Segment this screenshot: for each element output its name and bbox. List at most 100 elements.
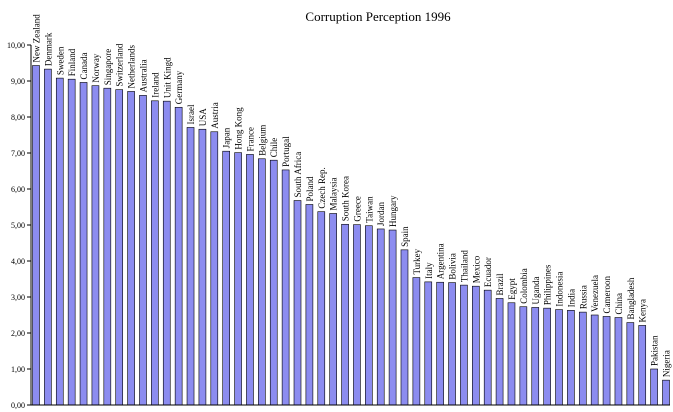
category-label: Pakistan <box>650 335 660 366</box>
y-tick-label: 0,00 <box>11 401 25 410</box>
category-label: Hong Kong <box>234 107 244 150</box>
category-label: Colombia <box>519 268 529 304</box>
category-label: Russia <box>578 285 588 309</box>
bar <box>210 131 219 406</box>
category-label: India <box>566 289 576 308</box>
category-label: Mexico <box>471 255 481 283</box>
bar <box>483 289 492 406</box>
bar <box>448 282 456 406</box>
bar <box>365 225 373 406</box>
category-label: New Zealand <box>32 14 42 63</box>
category-label: Norway <box>91 53 101 82</box>
bar <box>614 317 623 406</box>
category-label: Kenya <box>638 299 648 323</box>
bar <box>590 314 599 406</box>
bar <box>246 154 254 406</box>
y-axis: 0,00 1,00 2,00 3,00 4,00 5,00 6,00 7,00 8,00 9,00… <box>7 41 32 410</box>
bar <box>293 200 302 406</box>
bar <box>151 100 159 406</box>
category-label: Taiwan <box>364 196 374 223</box>
bar <box>103 87 112 406</box>
bar <box>186 127 195 406</box>
bar <box>353 224 361 406</box>
category-label: Ireland <box>150 72 160 98</box>
bar <box>412 277 421 406</box>
category-label: Italy <box>424 262 434 279</box>
y-tick-label: 1,00 <box>11 365 25 374</box>
y-tick-label: 4,00 <box>11 257 25 266</box>
category-label: Sweden <box>55 46 65 75</box>
category-label: Indonesia <box>555 272 565 307</box>
y-tick-label: 7,00 <box>11 149 25 158</box>
category-label: Philippines <box>543 264 553 305</box>
bar <box>198 128 207 406</box>
category-label: Uganda <box>531 276 541 304</box>
category-label: China <box>614 293 624 315</box>
bar <box>376 228 385 406</box>
y-tick-label: 9,00 <box>11 77 25 86</box>
category-label: Bolivia <box>448 253 458 280</box>
bar <box>329 213 337 406</box>
bar <box>578 311 587 406</box>
bar <box>555 309 563 406</box>
y-tick-label: 2,00 <box>11 329 25 338</box>
bar <box>317 211 326 406</box>
category-label: Netherlands <box>127 44 137 88</box>
category-label: Japan <box>222 127 232 148</box>
bar <box>115 89 124 406</box>
y-tick-label: 8,00 <box>11 113 25 122</box>
bar <box>400 249 409 406</box>
category-label: Malaysia <box>329 177 339 210</box>
category-label: Thailand <box>459 250 469 282</box>
bar <box>91 85 100 406</box>
y-tick-label: 6,00 <box>11 185 25 194</box>
category-labels: New Zealand Denmark Sweden Finland Canada Nor… <box>32 14 672 377</box>
category-label: Finland <box>67 48 77 76</box>
category-label: Nigeria <box>662 350 672 377</box>
bar <box>67 78 76 406</box>
bar <box>424 281 433 406</box>
bar <box>258 158 266 406</box>
bar <box>44 68 52 406</box>
bar <box>281 169 290 406</box>
category-label: Unit Kingd <box>162 57 172 98</box>
bar <box>55 77 64 406</box>
category-label: South Africa <box>293 152 303 198</box>
category-label: Portugal <box>281 136 291 167</box>
bar <box>531 307 540 406</box>
y-tick-label: 3,00 <box>11 293 25 302</box>
bar <box>472 285 480 406</box>
category-label: France <box>245 127 255 152</box>
bars <box>32 65 670 406</box>
category-label: Singapore <box>103 49 113 86</box>
category-label: Ecuador <box>483 257 493 287</box>
bar <box>222 150 230 406</box>
category-label: Hungary <box>388 195 398 227</box>
y-tick-label: 5,00 <box>11 221 25 230</box>
category-label: Belgium <box>257 125 267 156</box>
category-label: Switzerland <box>115 43 125 86</box>
bar <box>341 223 349 406</box>
category-label: USA <box>198 108 208 127</box>
bar <box>543 307 551 406</box>
bar <box>174 106 183 406</box>
bar <box>234 152 242 406</box>
bar <box>602 316 611 406</box>
category-label: Turkey <box>412 248 422 274</box>
category-label: Chile <box>269 138 279 158</box>
bar <box>650 368 658 406</box>
y-tick-label: 10,00 <box>7 41 25 50</box>
category-label: Cameroon <box>602 275 612 313</box>
bar <box>436 281 444 406</box>
bar <box>79 82 88 406</box>
category-label: Israel <box>186 104 196 124</box>
bar <box>495 298 504 406</box>
category-label: Austria <box>210 102 220 129</box>
bar <box>460 284 468 406</box>
category-label: Denmark <box>43 32 53 66</box>
category-label: Venezuela <box>590 275 600 312</box>
bar <box>269 159 278 406</box>
category-label: South Korea <box>341 176 351 221</box>
bar <box>519 306 528 406</box>
